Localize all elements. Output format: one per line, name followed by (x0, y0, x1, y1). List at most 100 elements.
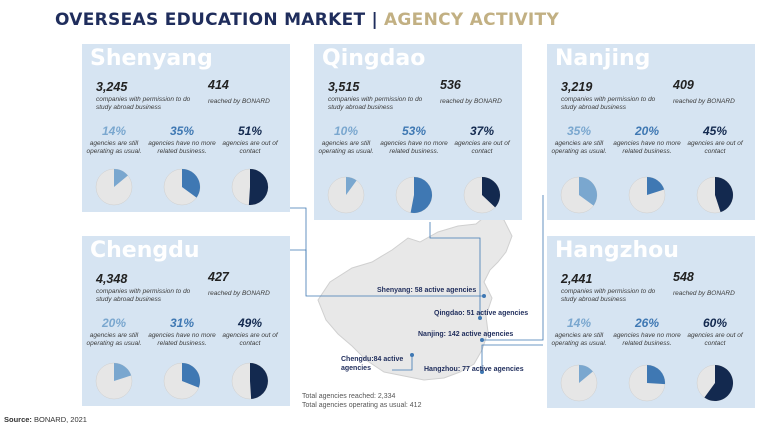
china-map (317, 213, 513, 381)
pie-no-business (395, 176, 433, 214)
map-label-nanjing: Nanjing: 142 active agencies (418, 331, 514, 338)
label-out-of-contact: agencies are out of contact (454, 140, 510, 155)
pie-out-of-contact (696, 364, 734, 402)
pie-slice (715, 177, 734, 213)
city-name: Nanjing (555, 46, 651, 71)
pct-out-of-contact: 45% (702, 124, 728, 138)
pct-operating: 14% (101, 124, 127, 138)
pie-slice (579, 365, 593, 383)
source-label: Source: (4, 415, 32, 424)
pie-operating (560, 176, 598, 214)
pie-out-of-contact (696, 176, 734, 214)
companies-label: companies with permission to do study ab… (328, 96, 423, 111)
pie-out-of-contact (463, 176, 501, 214)
reached-label: reached by BONARD (673, 98, 735, 105)
reached-count: 427 (208, 270, 229, 284)
reached-label: reached by BONARD (673, 290, 735, 297)
label-operating: agencies are still operating as usual. (551, 332, 607, 347)
source-note: Source: BONARD, 2021 (4, 415, 87, 424)
city-name: Shenyang (90, 46, 213, 71)
map-label-shenyang: Shenyang: 58 active agencies (377, 287, 477, 294)
pie-operating (95, 362, 133, 400)
city-card-shenyang: Shenyang 3,245 companies with permission t… (82, 44, 290, 212)
pie-slice (248, 168, 269, 205)
label-no-business: agencies have no more related business. (380, 140, 448, 155)
label-out-of-contact: agencies are out of contact (687, 140, 743, 155)
companies-label: companies with permission to do study ab… (96, 288, 191, 303)
source-text: BONARD, 2021 (34, 415, 87, 424)
city-name: Chengdu (90, 238, 200, 263)
pie-no-business (163, 362, 201, 400)
pie-slice (114, 169, 128, 187)
city-card-hangzhou: Hangzhou 2,441 companies with permission t… (547, 236, 755, 408)
label-operating: agencies are still operating as usual. (86, 140, 142, 155)
city-card-qingdao: Qingdao 3,515 companies with permission to… (314, 44, 522, 220)
pct-no-business: 26% (634, 316, 660, 330)
label-no-business: agencies have no more related business. (148, 140, 216, 155)
pct-out-of-contact: 49% (237, 316, 263, 330)
pie-operating (95, 168, 133, 206)
city-name: Hangzhou (555, 238, 679, 263)
pie-no-business (628, 364, 666, 402)
reached-count: 536 (440, 78, 461, 92)
map-label-hangzhou: Hangzhou: 77 active agencies (424, 366, 524, 373)
label-out-of-contact: agencies are out of contact (222, 332, 278, 347)
pie-operating (560, 364, 598, 402)
pct-operating: 10% (333, 124, 359, 138)
pie-slice (647, 177, 665, 195)
label-operating: agencies are still operating as usual. (86, 332, 142, 347)
pie-slice (579, 177, 597, 206)
companies-label: companies with permission to do study ab… (96, 96, 191, 111)
pie-slice (410, 177, 433, 213)
companies-count: 2,441 (561, 272, 593, 286)
pct-no-business: 35% (169, 124, 195, 138)
label-no-business: agencies have no more related business. (613, 140, 681, 155)
reached-count: 414 (208, 78, 229, 92)
label-no-business: agencies have no more related business. (148, 332, 216, 347)
companies-count: 4,348 (96, 272, 128, 286)
pie-slice (250, 363, 268, 399)
label-no-business: agencies have no more related business. (613, 332, 681, 347)
reached-label: reached by BONARD (440, 98, 502, 105)
title-part1: OVERSEAS EDUCATION MARKET (55, 10, 366, 30)
city-card-nanjing: Nanjing 3,219 companies with permission to… (547, 44, 755, 220)
companies-label: companies with permission to do study ab… (561, 288, 656, 303)
pct-no-business: 31% (169, 316, 195, 330)
pie-slice (182, 363, 201, 388)
label-out-of-contact: agencies are out of contact (222, 140, 278, 155)
pct-out-of-contact: 60% (702, 316, 728, 330)
pct-operating: 14% (566, 316, 592, 330)
pie-slice (482, 177, 500, 208)
pie-slice (704, 365, 734, 401)
pie-slice (114, 363, 132, 381)
companies-label: companies with permission to do study ab… (561, 96, 656, 111)
reached-label: reached by BONARD (208, 98, 270, 105)
pct-out-of-contact: 51% (237, 124, 263, 138)
map-label-chengdu: Chengdu:84 active agencies (341, 356, 404, 372)
city-name: Qingdao (322, 46, 426, 71)
pie-no-business (163, 168, 201, 206)
pie-out-of-contact (231, 362, 269, 400)
pct-no-business: 53% (401, 124, 427, 138)
title-part2: AGENCY ACTIVITY (383, 10, 560, 30)
pie-no-business (628, 176, 666, 214)
reached-label: reached by BONARD (208, 290, 270, 297)
pct-operating: 20% (101, 316, 127, 330)
companies-count: 3,515 (328, 80, 360, 94)
page-title: OVERSEAS EDUCATION MARKET | AGENCY ACTIVIT… (55, 10, 559, 30)
pct-operating: 35% (566, 124, 592, 138)
pie-out-of-contact (231, 168, 269, 206)
totals: Total agencies reached: 2,334 Total agen… (302, 392, 421, 410)
pct-no-business: 20% (634, 124, 660, 138)
companies-count: 3,245 (96, 80, 128, 94)
pie-slice (647, 365, 665, 385)
map-label-qingdao: Qingdao: 51 active agencies (434, 310, 529, 317)
label-operating: agencies are still operating as usual. (551, 140, 607, 155)
city-card-chengdu: Chengdu 4,348 companies with permission to… (82, 236, 290, 406)
title-separator: | (371, 10, 378, 30)
pct-out-of-contact: 37% (469, 124, 495, 138)
pie-slice (182, 169, 200, 198)
total-reached: Total agencies reached: 2,334 (302, 393, 396, 400)
label-operating: agencies are still operating as usual. (318, 140, 374, 155)
